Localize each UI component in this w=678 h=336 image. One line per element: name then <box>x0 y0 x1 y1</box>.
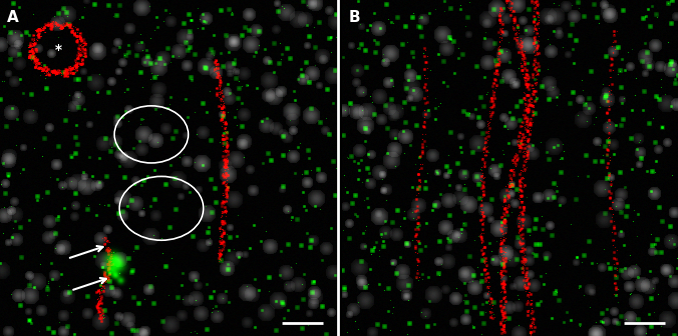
Text: A: A <box>7 10 18 25</box>
Text: *: * <box>54 43 62 57</box>
Text: B: B <box>348 10 360 25</box>
